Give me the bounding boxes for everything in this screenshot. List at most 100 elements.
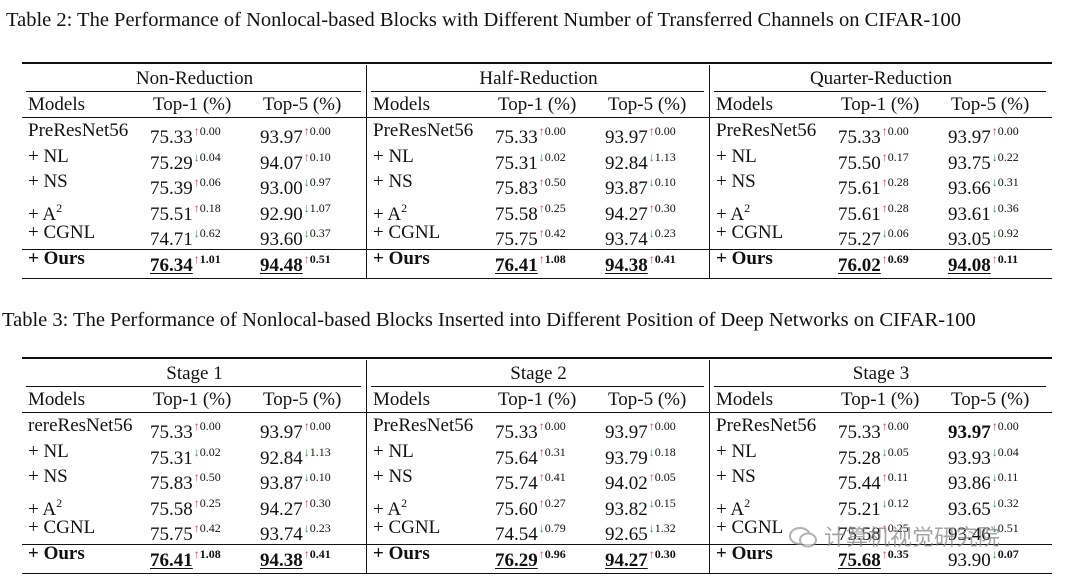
top1-value: 75.61 (838, 178, 881, 200)
top5-delta: ↓0.23 (304, 521, 331, 535)
top5-delta: ↓1.32 (649, 521, 676, 535)
arrow-down-icon: ↓ (648, 444, 655, 459)
delta-number: 1.01 (199, 252, 221, 266)
top5-cell: 94.07↑0.10 (260, 146, 331, 175)
top5-delta: ↓1.13 (304, 445, 331, 459)
model-label: + Ours (373, 543, 430, 564)
arrow-down-icon: ↓ (193, 444, 200, 459)
top5-delta: ↓1.13 (649, 150, 676, 164)
top1-value: 75.74 (495, 473, 538, 495)
delta-number: 0.25 (199, 495, 221, 510)
arrow-down-icon: ↓ (648, 521, 655, 536)
delta-number: 0.50 (199, 470, 221, 485)
column-header: Models (373, 389, 430, 410)
model-name: + NS (28, 171, 68, 193)
arrow-down-icon: ↓ (648, 495, 655, 510)
delta-number: 0.06 (199, 175, 221, 190)
top1-cell: 76.29↑0.96 (495, 543, 566, 572)
model-name: + CGNL (28, 222, 95, 244)
header-rule (22, 412, 1052, 413)
delta-number: 0.42 (544, 226, 566, 241)
top1-value: 75.33 (838, 422, 881, 443)
group-title: Half-Reduction (479, 68, 598, 89)
group-title: Non-Reduction (135, 68, 254, 89)
delta-number: 0.31 (544, 444, 566, 459)
arrow-up-icon: ↑ (991, 252, 998, 266)
arrow-up-icon: ↑ (303, 419, 310, 433)
group-underline (371, 91, 704, 92)
top1-cell: 75.51↑0.18 (150, 197, 221, 226)
top1-delta: ↑0.25 (539, 201, 566, 215)
top5-delta: ↑0.05 (649, 470, 676, 484)
arrow-down-icon: ↓ (991, 470, 998, 485)
top1-cell: 76.34↑1.01 (150, 248, 221, 277)
delta-number: 0.28 (887, 200, 909, 215)
column-header: Top-5 (%) (263, 389, 342, 410)
top5-value: 93.46 (948, 524, 991, 546)
arrow-down-icon: ↓ (303, 521, 310, 536)
arrow-down-icon: ↓ (303, 470, 310, 485)
top5-value: 93.66 (948, 178, 991, 200)
top5-value: 93.97 (260, 127, 303, 148)
top5-delta: ↓0.32 (992, 496, 1019, 510)
top5-value: 92.90 (260, 203, 303, 225)
arrow-down-icon: ↓ (991, 444, 998, 459)
arrow-down-icon: ↓ (648, 149, 655, 164)
arrow-down-icon: ↓ (648, 175, 655, 190)
delta-number: 0.27 (544, 495, 566, 510)
delta-number: 0.28 (887, 175, 909, 190)
delta-number: 0.11 (887, 470, 909, 485)
column-header: Top-1 (%) (153, 94, 232, 115)
top5-delta: ↑0.30 (649, 547, 676, 561)
top1-cell: 74.71↓0.62 (150, 222, 221, 251)
delta-number: 0.11 (997, 252, 1019, 266)
model-name: + NS (373, 171, 413, 193)
top5-cell: 93.74↓0.23 (605, 222, 676, 251)
model-label: + NS (28, 171, 68, 193)
top1-cell: 75.33↑0.00 (495, 415, 566, 444)
arrow-up-icon: ↑ (881, 521, 888, 536)
top5-cell: 94.38↑0.41 (605, 248, 676, 277)
top-rule (22, 357, 1052, 359)
arrow-up-icon: ↑ (881, 124, 888, 138)
group-underline (714, 91, 1046, 92)
top5-value: 93.87 (605, 178, 648, 200)
model-name: PreResNet56 (28, 120, 128, 142)
top1-value: 75.21 (838, 498, 881, 520)
model-name: + NS (716, 466, 756, 488)
top1-cell: 75.39↑0.06 (150, 171, 221, 200)
arrow-up-icon: ↑ (303, 149, 310, 164)
top1-value: 75.68 (838, 550, 881, 571)
top5-delta: ↓0.36 (992, 201, 1019, 215)
top5-delta: ↓0.07 (992, 547, 1019, 561)
top1-cell: 75.28↓0.05 (838, 441, 909, 470)
top5-delta: ↓0.10 (304, 470, 331, 484)
model-name: + A2 (716, 492, 750, 521)
model-label: + NS (716, 171, 756, 193)
model-superscript: 2 (744, 200, 751, 215)
top1-value: 75.60 (495, 498, 538, 520)
top5-cell: 93.97↑0.00 (948, 120, 1019, 149)
delta-number: 0.92 (997, 226, 1019, 241)
top1-delta: ↑0.31 (539, 445, 566, 459)
top5-cell: 94.27↑0.30 (605, 543, 676, 572)
top1-value: 75.83 (150, 473, 193, 495)
delta-number: 0.15 (654, 495, 676, 510)
model-label: + A (716, 203, 745, 225)
top5-value: 93.05 (948, 229, 991, 251)
model-name: + A2 (373, 197, 407, 226)
top5-cell: 92.84↓1.13 (260, 441, 331, 470)
delta-number: 0.02 (544, 149, 566, 164)
top1-cell: 74.54↓0.79 (495, 517, 566, 546)
top5-cell: 94.38↑0.41 (260, 543, 331, 572)
top1-value: 75.31 (495, 152, 538, 174)
top5-value: 93.97 (948, 422, 991, 443)
top5-value: 93.74 (260, 524, 303, 546)
top5-value: 93.90 (948, 550, 991, 571)
top1-delta: ↓0.62 (194, 226, 221, 240)
arrow-up-icon: ↑ (538, 226, 545, 241)
top1-value: 75.83 (495, 178, 538, 200)
top1-value: 75.75 (495, 229, 538, 251)
top5-cell: 93.74↓0.23 (260, 517, 331, 546)
top5-delta: ↓0.11 (992, 470, 1019, 484)
